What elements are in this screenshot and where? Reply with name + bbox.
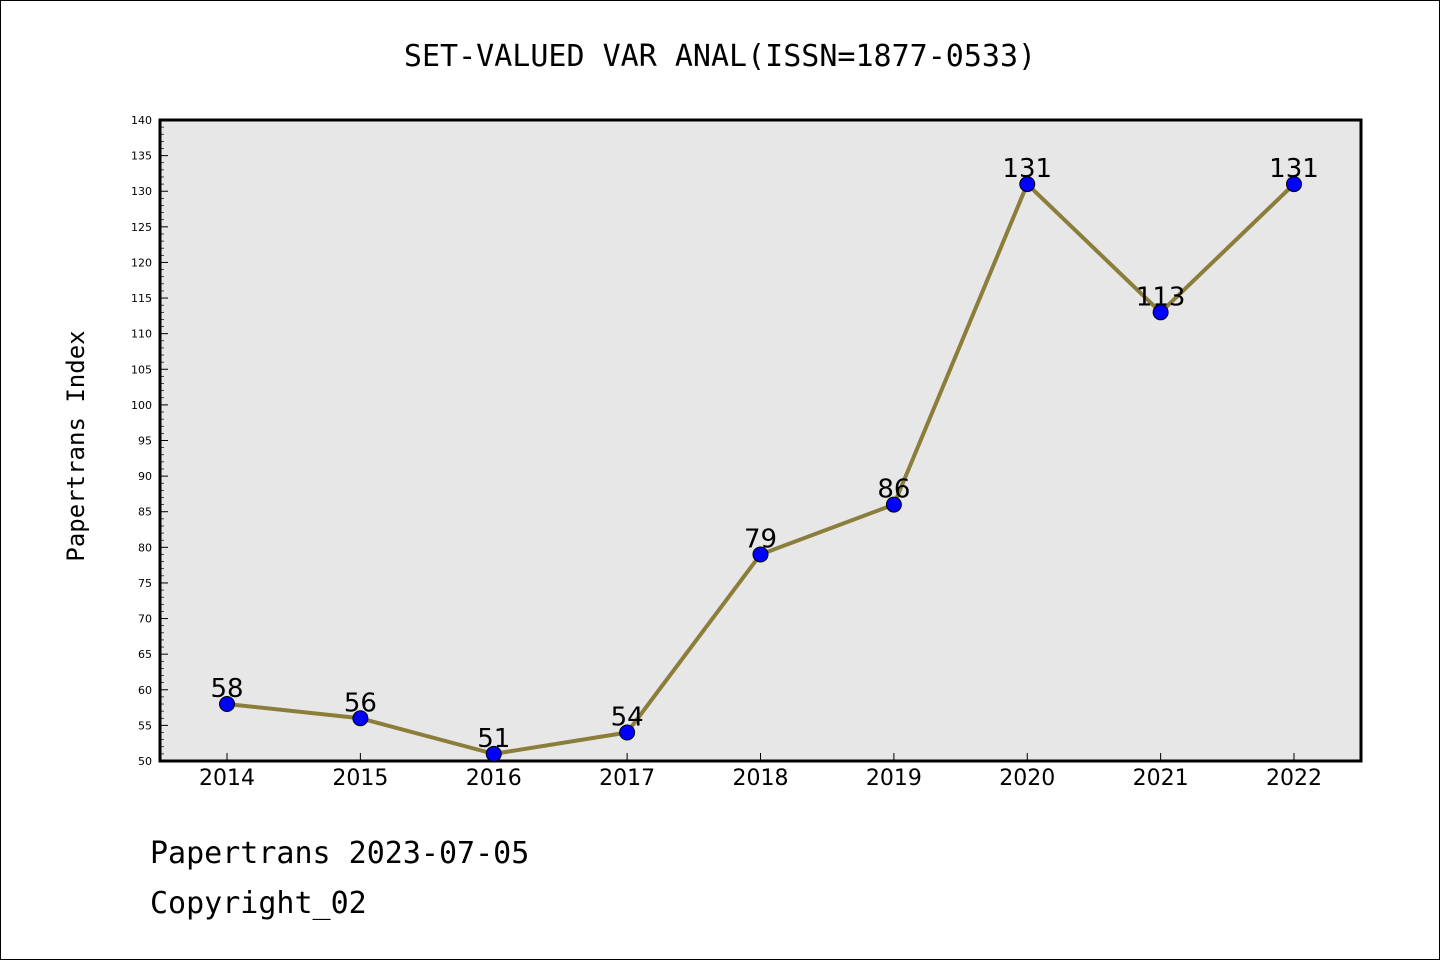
- x-tick-label: 2022: [1266, 766, 1322, 791]
- y-tick-label: 140: [131, 114, 152, 127]
- y-tick-label: 80: [138, 541, 152, 554]
- y-tick-label: 55: [138, 719, 152, 732]
- y-tick-label: 120: [131, 256, 152, 269]
- data-label: 131: [1269, 154, 1319, 184]
- data-point: [885, 496, 902, 513]
- footer-copyright: Copyright_02: [150, 886, 367, 921]
- chart-title: SET-VALUED VAR ANAL(ISSN=1877-0533): [404, 39, 1036, 74]
- x-tick-label: 2017: [599, 766, 655, 791]
- data-label: 54: [611, 703, 644, 733]
- y-tick-label: 75: [138, 577, 152, 590]
- y-axis: 50 55 60 65 70 75 80 85 90 95 100 105 110 115 120 125 13…: [131, 114, 168, 768]
- x-tick-label: 2020: [999, 766, 1055, 791]
- data-point: [1152, 304, 1169, 321]
- x-tick-label: 2018: [733, 766, 789, 791]
- data-label: 86: [877, 475, 910, 505]
- x-tick-label: 2014: [199, 766, 255, 791]
- data-point: [352, 710, 369, 727]
- footer-date: Papertrans 2023-07-05: [150, 836, 530, 871]
- data-label: 113: [1136, 282, 1186, 312]
- y-tick-label: 50: [138, 755, 152, 768]
- y-tick-label: 100: [131, 399, 152, 412]
- x-tick-label: 2015: [332, 766, 388, 791]
- y-tick-label: 130: [131, 185, 152, 198]
- data-point: [619, 724, 636, 741]
- data-point: [485, 745, 502, 762]
- data-markers: [219, 176, 1302, 762]
- y-tick-label: 110: [131, 328, 152, 341]
- y-tick-label: 85: [138, 506, 152, 519]
- data-label: 131: [1002, 154, 1052, 184]
- data-labels: 58 56 51 54 79 86 131 113 131: [210, 154, 1318, 754]
- data-label: 51: [477, 724, 510, 754]
- data-label: 79: [744, 524, 777, 554]
- y-tick-label: 65: [138, 648, 152, 661]
- data-point: [219, 696, 235, 713]
- data-point: [1019, 176, 1036, 193]
- y-tick-label: 95: [138, 435, 152, 448]
- y-tick-label: 125: [131, 221, 152, 234]
- x-axis: 2014 2015 2016 2017 2018 2019 2020 2021 2022: [199, 753, 1322, 791]
- x-tick-label: 2019: [866, 766, 922, 791]
- y-axis-label: Papertrans Index: [62, 330, 90, 561]
- y-tick-label: 105: [131, 363, 152, 376]
- y-tick-label: 90: [138, 470, 152, 483]
- y-tick-label: 115: [131, 292, 152, 305]
- y-tick-label: 60: [138, 684, 152, 697]
- x-tick-label: 2021: [1133, 766, 1189, 791]
- y-tick-label: 70: [138, 613, 152, 626]
- x-tick-label: 2016: [466, 766, 522, 791]
- data-point: [752, 546, 769, 563]
- data-label: 58: [210, 674, 243, 704]
- y-tick-label: 135: [131, 150, 152, 163]
- data-point: [1286, 176, 1302, 193]
- plot-area: [158, 118, 1363, 763]
- data-label: 56: [344, 688, 377, 718]
